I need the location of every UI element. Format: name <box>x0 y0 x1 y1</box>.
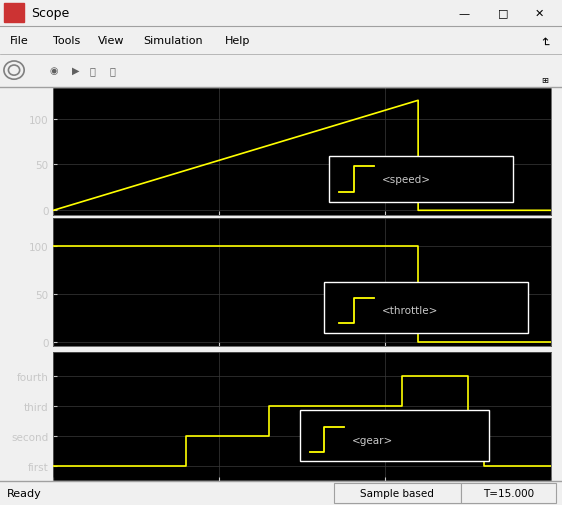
Text: Ready: Ready <box>7 488 42 498</box>
Bar <box>0 55 562 87</box>
Text: <gear>: <gear> <box>352 435 393 445</box>
Text: T=15.000: T=15.000 <box>483 488 534 498</box>
Text: Scope: Scope <box>31 7 69 20</box>
Text: Help: Help <box>225 36 250 46</box>
Bar <box>0 27 562 55</box>
FancyBboxPatch shape <box>329 157 514 203</box>
Bar <box>0 0 562 27</box>
FancyBboxPatch shape <box>324 283 528 334</box>
Text: ▶: ▶ <box>72 66 80 76</box>
Text: Tools: Tools <box>53 36 80 46</box>
FancyBboxPatch shape <box>461 483 556 503</box>
Text: ⏸: ⏸ <box>90 66 96 76</box>
Text: ⊞: ⊞ <box>541 76 548 85</box>
Text: ↵: ↵ <box>537 36 550 46</box>
Text: Simulation: Simulation <box>143 36 203 46</box>
Text: Sample based: Sample based <box>360 488 434 498</box>
Text: ⏹: ⏹ <box>110 66 115 76</box>
Text: —: — <box>458 9 469 19</box>
Bar <box>4 4 24 23</box>
Text: ✕: ✕ <box>535 9 544 19</box>
FancyBboxPatch shape <box>300 410 488 462</box>
Text: <throttle>: <throttle> <box>382 306 438 316</box>
FancyBboxPatch shape <box>334 483 461 503</box>
Text: □: □ <box>498 9 508 19</box>
Text: File: File <box>10 36 29 46</box>
Text: View: View <box>98 36 125 46</box>
Bar <box>0 481 562 505</box>
Text: ◉: ◉ <box>49 66 58 76</box>
Text: <speed>: <speed> <box>382 175 430 185</box>
